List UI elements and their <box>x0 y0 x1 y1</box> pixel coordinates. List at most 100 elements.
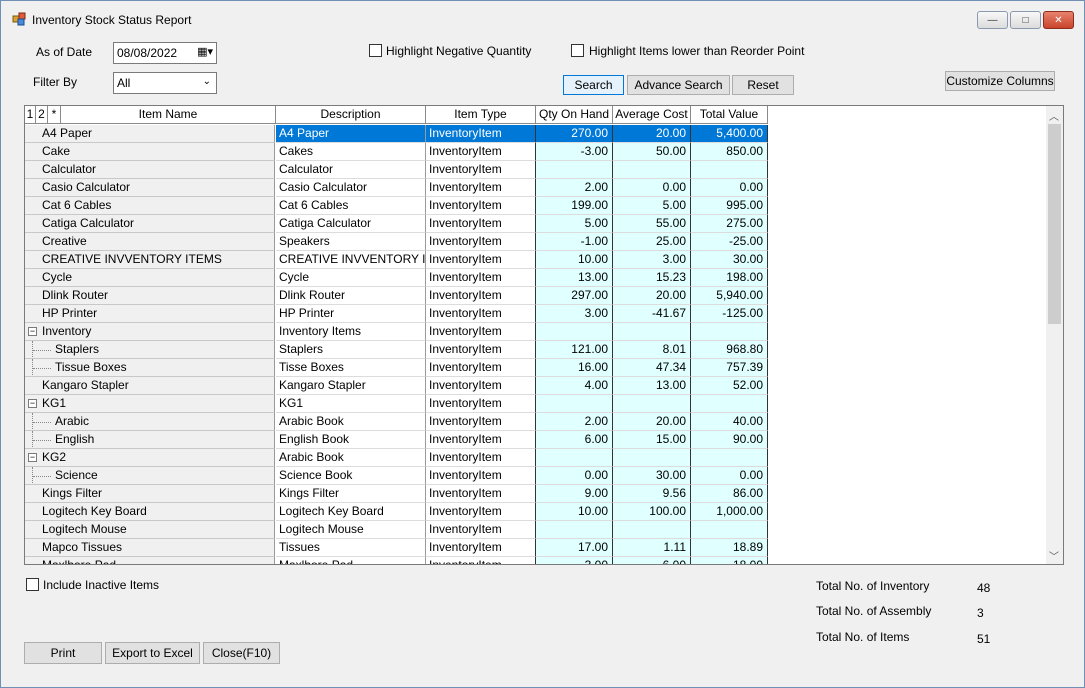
cell-description[interactable]: Dlink Router <box>276 287 426 305</box>
col-header-item-type[interactable]: Item Type <box>426 106 536 124</box>
cell-qty-on-hand[interactable]: 199.00 <box>536 197 613 215</box>
cell-average-cost[interactable] <box>613 449 691 467</box>
table-row[interactable]: Arabic Arabic Book InventoryItem 2.00 20.00 4… <box>25 413 768 431</box>
cell-total-value[interactable]: -25.00 <box>691 233 768 251</box>
cell-qty-on-hand[interactable] <box>536 449 613 467</box>
cell-item-type[interactable]: InventoryItem <box>426 359 536 377</box>
cell-qty-on-hand[interactable]: 270.00 <box>536 125 613 143</box>
table-row[interactable]: − KG2 Arabic Book InventoryItem <box>25 449 768 467</box>
cell-item-name[interactable]: Staplers <box>25 341 275 359</box>
cell-item-name[interactable]: Creative <box>25 233 275 251</box>
cell-description[interactable]: Speakers <box>276 233 426 251</box>
cell-total-value[interactable]: 198.00 <box>691 269 768 287</box>
cell-average-cost[interactable]: 55.00 <box>613 215 691 233</box>
customize-columns-button[interactable]: Customize Columns <box>945 71 1055 91</box>
cell-item-type[interactable]: InventoryItem <box>426 305 536 323</box>
table-row[interactable]: Maxlbore Pad Maxlbore Pad InventoryItem 3.0… <box>25 557 768 564</box>
cell-description[interactable]: KG1 <box>276 395 426 413</box>
cell-qty-on-hand[interactable]: 5.00 <box>536 215 613 233</box>
cell-qty-on-hand[interactable]: -3.00 <box>536 143 613 161</box>
cell-item-name[interactable]: Cat 6 Cables <box>25 197 275 215</box>
grid-scrollbar[interactable]: ︿ ﹀ <box>1046 106 1063 564</box>
cell-total-value[interactable]: 5,400.00 <box>691 125 768 143</box>
cell-item-type[interactable]: InventoryItem <box>426 539 536 557</box>
cell-qty-on-hand[interactable]: 17.00 <box>536 539 613 557</box>
table-row[interactable]: CREATIVE INVVENTORY ITEMS CREATIVE INVVEN… <box>25 251 768 269</box>
scroll-up-icon[interactable]: ︿ <box>1049 112 1059 123</box>
cell-description[interactable]: Cakes <box>276 143 426 161</box>
cell-item-type[interactable]: InventoryItem <box>426 143 536 161</box>
col-header-total-value[interactable]: Total Value <box>691 106 768 124</box>
cell-item-name[interactable]: Maxlbore Pad <box>25 557 275 564</box>
table-row[interactable]: Kangaro Stapler Kangaro Stapler InventoryI… <box>25 377 768 395</box>
cell-average-cost[interactable]: 9.56 <box>613 485 691 503</box>
cell-description[interactable]: A4 Paper <box>276 125 426 143</box>
cell-item-type[interactable]: InventoryItem <box>426 233 536 251</box>
cell-average-cost[interactable] <box>613 521 691 539</box>
cell-item-type[interactable]: InventoryItem <box>426 467 536 485</box>
close-button[interactable]: Close(F10) <box>203 642 280 664</box>
cell-description[interactable]: CREATIVE INVVENTORY ITEM <box>276 251 426 269</box>
cell-qty-on-hand[interactable]: 121.00 <box>536 341 613 359</box>
cell-qty-on-hand[interactable]: 16.00 <box>536 359 613 377</box>
cell-qty-on-hand[interactable]: 0.00 <box>536 467 613 485</box>
cell-item-name[interactable]: − KG1 <box>25 395 275 413</box>
cell-average-cost[interactable]: 15.00 <box>613 431 691 449</box>
cell-qty-on-hand[interactable]: 4.00 <box>536 377 613 395</box>
cell-item-name[interactable]: A4 Paper <box>25 125 275 143</box>
cell-total-value[interactable]: 850.00 <box>691 143 768 161</box>
table-row[interactable]: Cake Cakes InventoryItem -3.00 50.00 850.00 <box>25 143 768 161</box>
col-header-item-name[interactable]: Item Name <box>61 106 276 124</box>
cell-average-cost[interactable] <box>613 161 691 179</box>
inventory-grid[interactable]: 1 2 * Item Name Description Item Type Qt… <box>24 105 1064 565</box>
cell-item-name[interactable]: Kangaro Stapler <box>25 377 275 395</box>
cell-average-cost[interactable]: 13.00 <box>613 377 691 395</box>
cell-total-value[interactable]: 52.00 <box>691 377 768 395</box>
cell-average-cost[interactable]: 20.00 <box>613 413 691 431</box>
scroll-thumb[interactable] <box>1048 124 1061 324</box>
cell-total-value[interactable] <box>691 161 768 179</box>
table-row[interactable]: Creative Speakers InventoryItem -1.00 25.00-… <box>25 233 768 251</box>
cell-item-name[interactable]: − Inventory <box>25 323 275 341</box>
table-row[interactable]: Calculator Calculator InventoryItem <box>25 161 768 179</box>
cell-description[interactable]: Inventory Items <box>276 323 426 341</box>
table-row[interactable]: English English Book InventoryItem 6.00 15.0… <box>25 431 768 449</box>
cell-item-name[interactable]: Dlink Router <box>25 287 275 305</box>
cell-total-value[interactable] <box>691 449 768 467</box>
include-inactive-checkbox[interactable] <box>26 578 39 591</box>
cell-description[interactable]: Logitech Key Board <box>276 503 426 521</box>
cell-total-value[interactable]: 1,000.00 <box>691 503 768 521</box>
cell-total-value[interactable]: 90.00 <box>691 431 768 449</box>
cell-qty-on-hand[interactable]: 297.00 <box>536 287 613 305</box>
table-row[interactable]: Logitech Key Board Logitech Key Board Inve… <box>25 503 768 521</box>
cell-item-name[interactable]: Logitech Key Board <box>25 503 275 521</box>
cell-average-cost[interactable]: 50.00 <box>613 143 691 161</box>
cell-item-type[interactable]: InventoryItem <box>426 323 536 341</box>
cell-total-value[interactable]: 757.39 <box>691 359 768 377</box>
cell-item-type[interactable]: InventoryItem <box>426 431 536 449</box>
table-row[interactable]: Cat 6 Cables Cat 6 Cables InventoryItem 199… <box>25 197 768 215</box>
level-tab-all[interactable]: * <box>48 106 61 124</box>
collapse-icon[interactable]: − <box>28 326 37 336</box>
cell-item-type[interactable]: InventoryItem <box>426 557 536 564</box>
restore-button[interactable]: □ <box>1010 11 1041 29</box>
cell-total-value[interactable]: 0.00 <box>691 179 768 197</box>
cell-total-value[interactable] <box>691 323 768 341</box>
cell-item-type[interactable]: InventoryItem <box>426 215 536 233</box>
level-tab-1[interactable]: 1 <box>25 106 36 124</box>
close-window-button[interactable]: ✕ <box>1043 11 1074 29</box>
cell-item-type[interactable]: InventoryItem <box>426 395 536 413</box>
cell-average-cost[interactable]: 8.01 <box>613 341 691 359</box>
table-row[interactable]: − KG1 KG1 InventoryItem <box>25 395 768 413</box>
cell-average-cost[interactable]: 6.00 <box>613 557 691 564</box>
cell-description[interactable]: Calculator <box>276 161 426 179</box>
cell-item-type[interactable]: InventoryItem <box>426 161 536 179</box>
scroll-down-icon[interactable]: ﹀ <box>1049 552 1059 563</box>
table-row[interactable]: A4 Paper A4 Paper InventoryItem 270.00 20.00… <box>25 125 768 143</box>
highlight-reorder-checkbox[interactable] <box>571 44 584 57</box>
cell-average-cost[interactable]: 0.00 <box>613 179 691 197</box>
cell-description[interactable]: Casio Calculator <box>276 179 426 197</box>
cell-description[interactable]: Cat 6 Cables <box>276 197 426 215</box>
table-row[interactable]: Catiga Calculator Catiga Calculator Invent… <box>25 215 768 233</box>
cell-qty-on-hand[interactable] <box>536 521 613 539</box>
